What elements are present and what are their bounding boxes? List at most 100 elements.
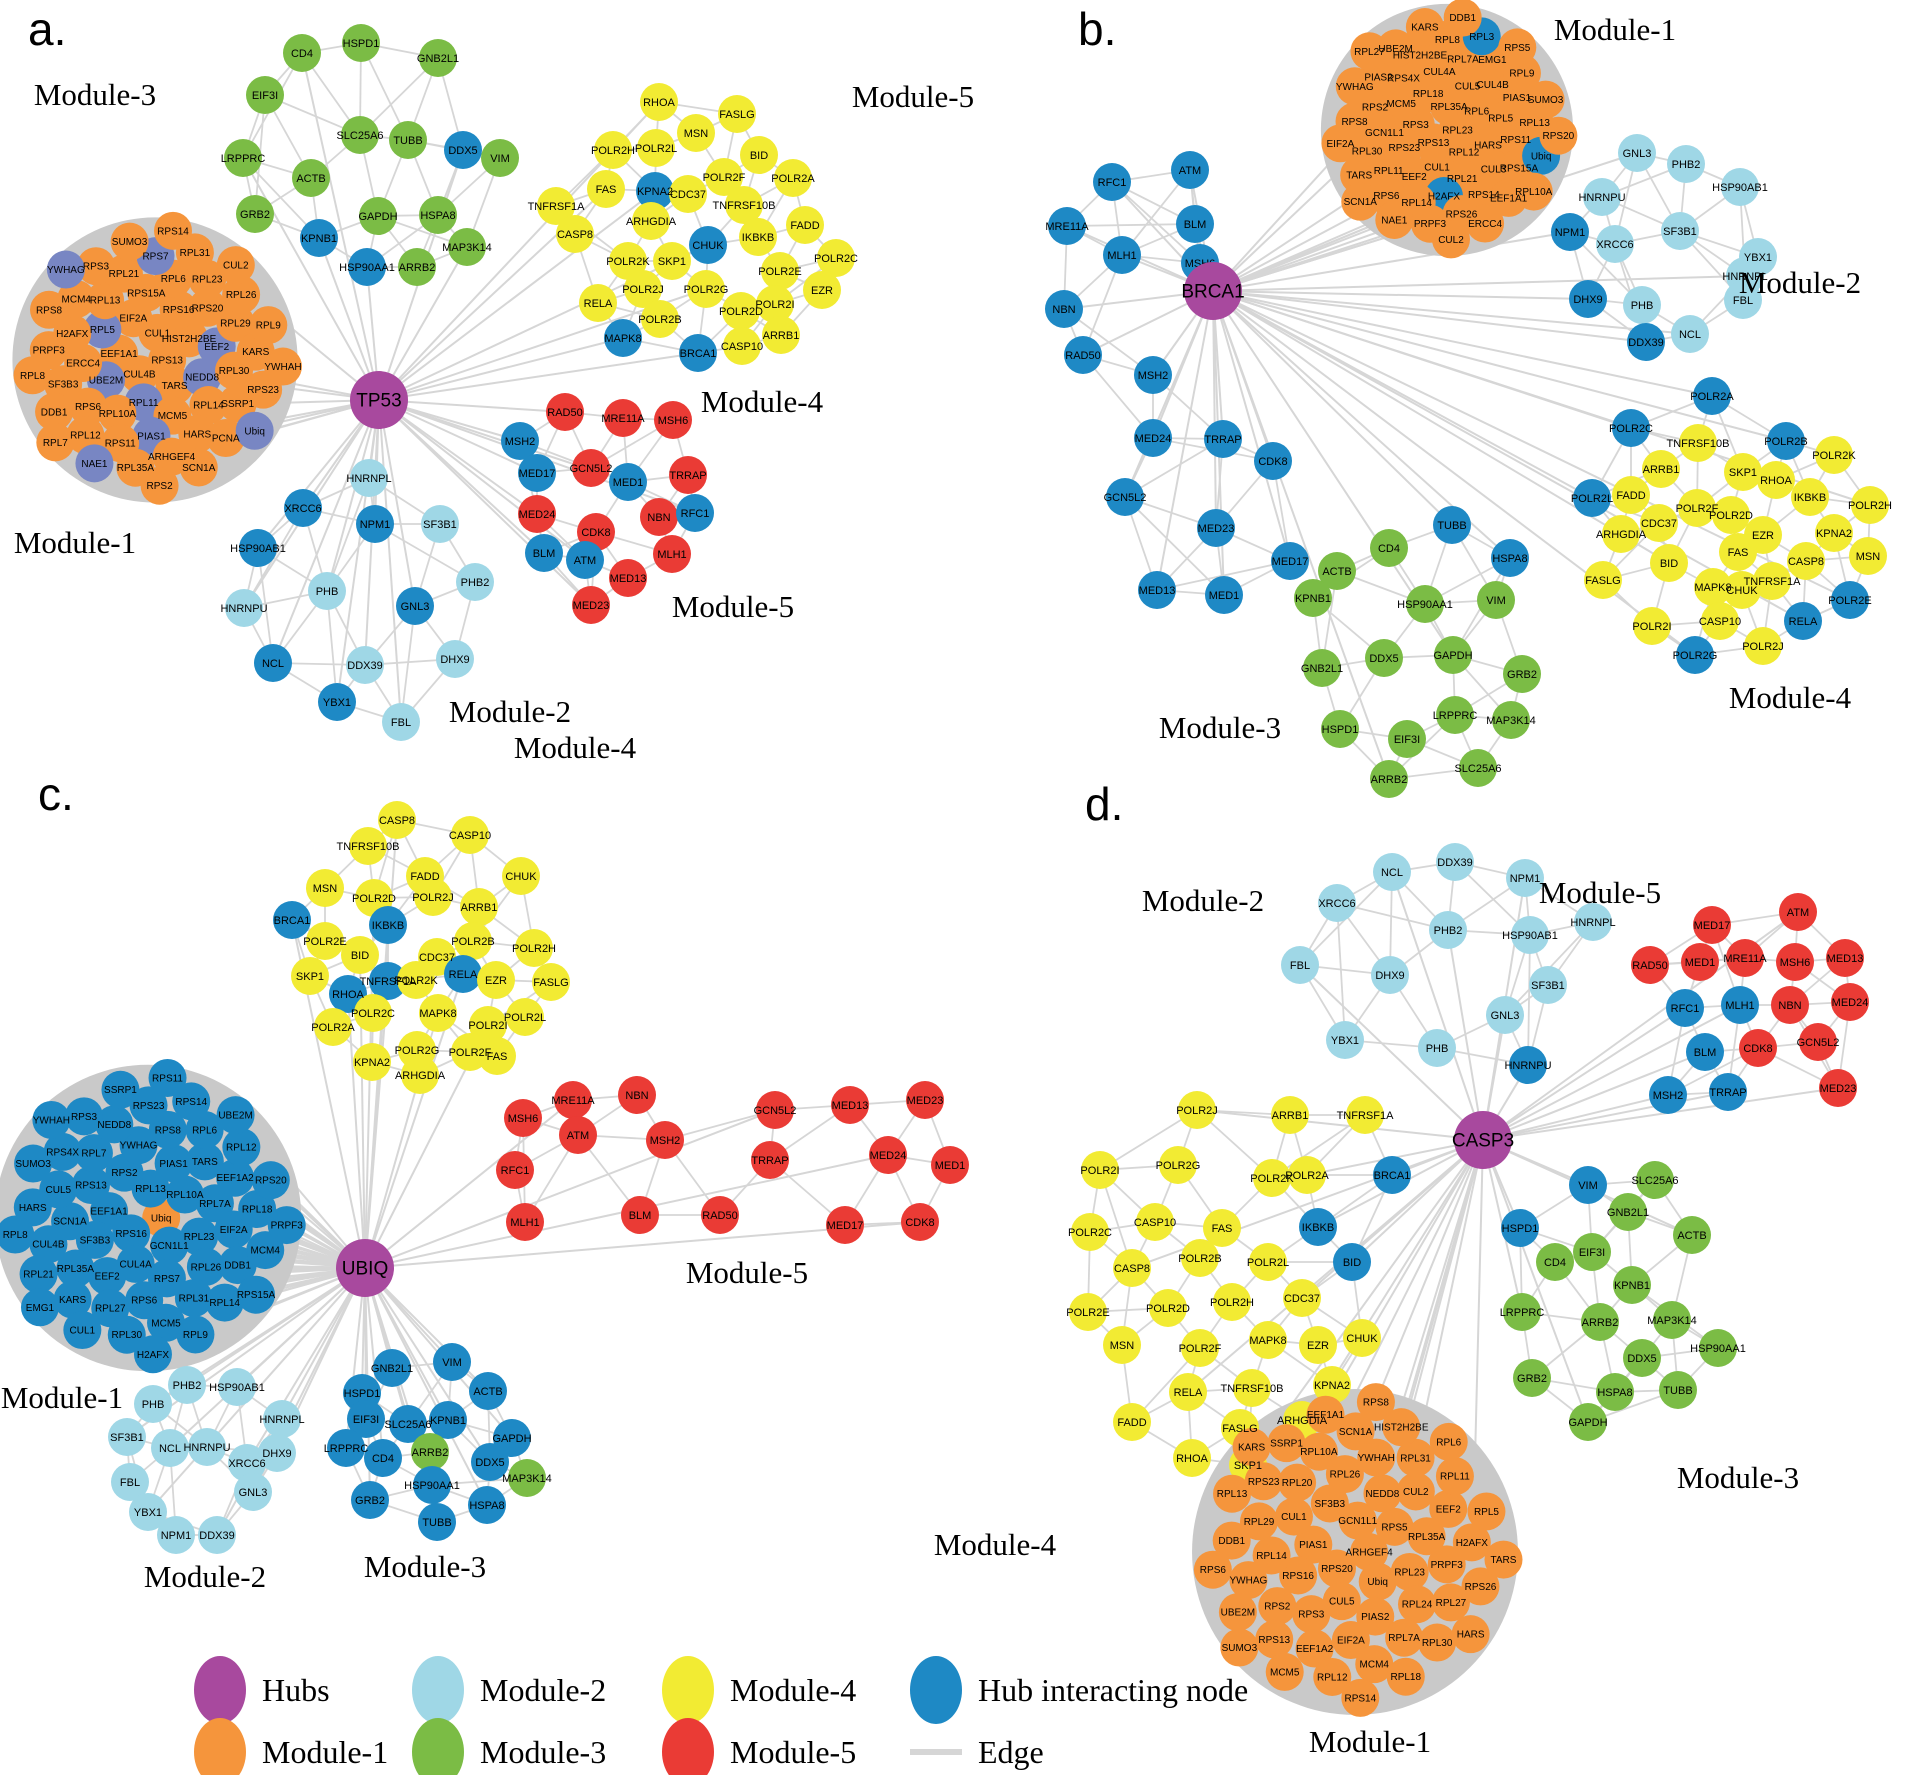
- node-DDX39[interactable]: [1627, 323, 1665, 361]
- node-GAPDH[interactable]: [493, 1419, 531, 1457]
- node-BLM[interactable]: [1686, 1033, 1724, 1071]
- node-H2AFX[interactable]: [133, 1335, 172, 1374]
- node-YWHAH[interactable]: [32, 1100, 71, 1139]
- node-GNL3[interactable]: [1618, 134, 1656, 172]
- node-IKBKB[interactable]: [739, 218, 777, 256]
- node-MED17[interactable]: [518, 454, 556, 492]
- node-MSN[interactable]: [306, 869, 344, 907]
- node-PHB[interactable]: [1418, 1029, 1456, 1067]
- node-TNFRSF10B[interactable]: [725, 186, 763, 224]
- node-POLR2F[interactable]: [1678, 489, 1716, 527]
- node-ARRB2[interactable]: [411, 1433, 449, 1471]
- node-MSN[interactable]: [1849, 537, 1887, 575]
- node-RPL13[interactable]: [1213, 1474, 1252, 1513]
- node-ATM[interactable]: [1171, 151, 1209, 189]
- node-RPS5[interactable]: [1498, 28, 1537, 67]
- node-RPS20[interactable]: [1317, 1549, 1356, 1588]
- node-FBL[interactable]: [111, 1463, 149, 1501]
- node-CHUK[interactable]: [689, 226, 727, 264]
- node-RPL6[interactable]: [1429, 1422, 1468, 1461]
- node-TUBB[interactable]: [418, 1503, 456, 1541]
- node-MSH2[interactable]: [646, 1121, 684, 1159]
- node-FADD[interactable]: [786, 206, 824, 244]
- node-RPS20[interactable]: [1539, 116, 1578, 155]
- node-ACTB[interactable]: [292, 159, 330, 197]
- node-MRE11A[interactable]: [554, 1081, 592, 1119]
- node-TRRAP[interactable]: [669, 456, 707, 494]
- node-SUMO3[interactable]: [110, 222, 149, 261]
- node-SKP1[interactable]: [1724, 453, 1762, 491]
- node-HSPD1[interactable]: [1321, 710, 1359, 748]
- node-RELA[interactable]: [579, 284, 617, 322]
- node-YWHAH[interactable]: [1357, 1438, 1396, 1477]
- node-HSP90AA1[interactable]: [1699, 1329, 1737, 1367]
- node-MAP3K14[interactable]: [1492, 701, 1530, 739]
- node-HSP90AB1[interactable]: [1511, 916, 1549, 954]
- node-TRRAP[interactable]: [1204, 420, 1242, 458]
- node-TNFRSF1A[interactable]: [537, 187, 575, 225]
- node-BRCA1[interactable]: [273, 901, 311, 939]
- node-FAS[interactable]: [1203, 1209, 1241, 1247]
- node-MED1[interactable]: [931, 1146, 969, 1184]
- node-RPL27[interactable]: [1431, 1583, 1470, 1622]
- node-HSPD1[interactable]: [342, 24, 380, 62]
- node-POLR2H[interactable]: [594, 131, 632, 169]
- node-POLR2B[interactable]: [1767, 422, 1805, 460]
- node-CUL5[interactable]: [1322, 1582, 1361, 1621]
- node-GNL3[interactable]: [1486, 996, 1524, 1034]
- node-POLR2C[interactable]: [1612, 409, 1650, 447]
- node-RPL10A[interactable]: [98, 394, 137, 433]
- node-SKP1[interactable]: [653, 242, 691, 280]
- node-POLR2L[interactable]: [1573, 479, 1611, 517]
- node-RPS14[interactable]: [1341, 1678, 1380, 1717]
- node-EIF3I[interactable]: [1573, 1233, 1611, 1271]
- node-NCL[interactable]: [254, 644, 292, 682]
- node-FBL[interactable]: [1724, 281, 1762, 319]
- node-NAE1[interactable]: [75, 444, 114, 483]
- node-POLR2L[interactable]: [506, 998, 544, 1036]
- node-BID[interactable]: [1333, 1243, 1371, 1281]
- node-RELA[interactable]: [444, 955, 482, 993]
- node-PIAS1[interactable]: [154, 1144, 193, 1183]
- node-RPL35A[interactable]: [56, 1249, 95, 1288]
- node-POLR2K[interactable]: [1815, 436, 1853, 474]
- node-SSRP1[interactable]: [1267, 1424, 1306, 1463]
- node-GRB2[interactable]: [1513, 1359, 1551, 1397]
- node-GCN5L2[interactable]: [1799, 1023, 1837, 1061]
- node-DDX5[interactable]: [471, 1443, 509, 1481]
- node-DDX5[interactable]: [1623, 1339, 1661, 1377]
- node-TUBB[interactable]: [389, 121, 427, 159]
- node-XRCC6[interactable]: [228, 1444, 266, 1482]
- node-MAP3K14[interactable]: [448, 228, 486, 266]
- node-CASP10[interactable]: [723, 327, 761, 365]
- node-SF3B1[interactable]: [108, 1418, 146, 1456]
- node-MSH6[interactable]: [1776, 943, 1814, 981]
- node-MED23[interactable]: [906, 1081, 944, 1119]
- node-RFC1[interactable]: [1093, 163, 1131, 201]
- node-RPL14[interactable]: [1252, 1536, 1291, 1575]
- node-PHB[interactable]: [1623, 286, 1661, 324]
- node-KPNA2[interactable]: [353, 1043, 391, 1081]
- node-DDB1[interactable]: [1443, 0, 1482, 37]
- node-MAP3K14[interactable]: [508, 1459, 546, 1497]
- node-RPS5[interactable]: [1375, 1507, 1414, 1546]
- node-PHB2[interactable]: [1667, 145, 1705, 183]
- node-EEF2[interactable]: [1429, 1489, 1468, 1528]
- node-DDX39[interactable]: [198, 1516, 236, 1554]
- node-XRCC6[interactable]: [1596, 225, 1634, 263]
- node-RPL9[interactable]: [249, 306, 288, 345]
- node-POLR2D[interactable]: [1712, 496, 1750, 534]
- node-PRPF3[interactable]: [1427, 1545, 1466, 1584]
- node-HSP90AB1[interactable]: [1721, 168, 1759, 206]
- node-POLR2H[interactable]: [1213, 1283, 1251, 1321]
- node-HSP90AA1[interactable]: [1406, 585, 1444, 623]
- node-KPNB1[interactable]: [429, 1401, 467, 1439]
- node-NPM1[interactable]: [1551, 213, 1589, 251]
- node-MED1[interactable]: [609, 463, 647, 501]
- node-VIM[interactable]: [1477, 581, 1515, 619]
- node-EZR[interactable]: [803, 271, 841, 309]
- node-POLR2I[interactable]: [1633, 607, 1671, 645]
- node-ERCC4[interactable]: [1466, 204, 1505, 243]
- node-HSP90AA1[interactable]: [413, 1466, 451, 1504]
- node-SSRP1[interactable]: [101, 1070, 140, 1109]
